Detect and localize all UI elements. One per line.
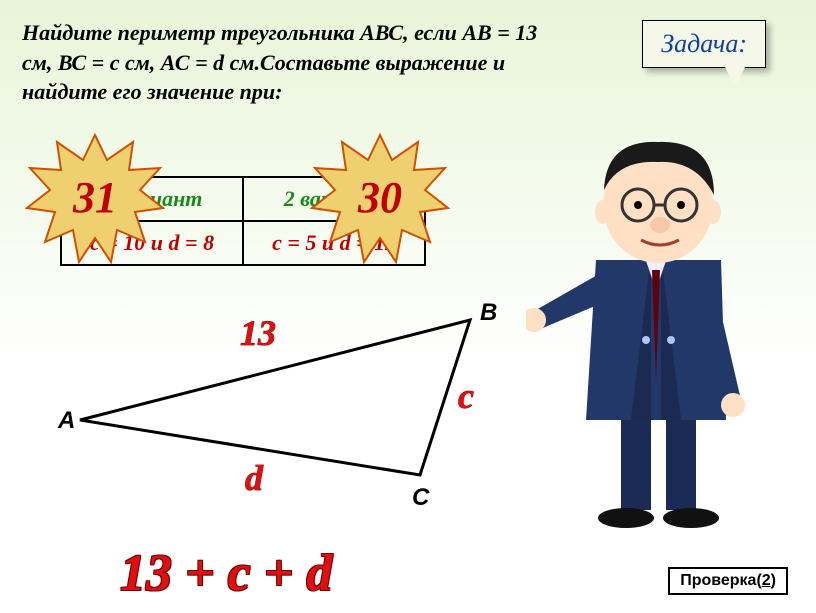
perimeter-formula: 13 + c + d xyxy=(120,544,332,603)
side-ac-label: d xyxy=(245,458,264,498)
check-suffix: ) xyxy=(771,572,776,589)
vertex-b: В xyxy=(480,299,497,326)
problem-text: Найдите периметр треугольника АВС, если … xyxy=(22,18,542,107)
vertex-c: С xyxy=(412,484,430,511)
check-count: 2 xyxy=(762,572,771,589)
answer-burst-1: 31 xyxy=(25,130,165,270)
answer-burst-2: 30 xyxy=(310,130,450,270)
side-ab-label: 13 xyxy=(240,313,276,353)
task-badge: Задача: xyxy=(642,20,766,68)
side-bc-label: c xyxy=(458,376,474,416)
answer-1-value: 31 xyxy=(73,172,117,223)
check-prefix: Проверка( xyxy=(680,572,762,589)
triangle-diagram: А В С 13 c d xyxy=(50,290,530,510)
check-button[interactable]: Проверка(2) xyxy=(668,567,788,595)
answer-2-value: 30 xyxy=(358,172,402,223)
character-illustration xyxy=(526,120,796,540)
vertex-a: А xyxy=(57,407,75,434)
